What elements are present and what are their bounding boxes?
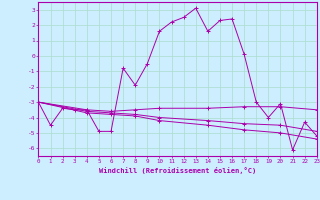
X-axis label: Windchill (Refroidissement éolien,°C): Windchill (Refroidissement éolien,°C) <box>99 167 256 174</box>
